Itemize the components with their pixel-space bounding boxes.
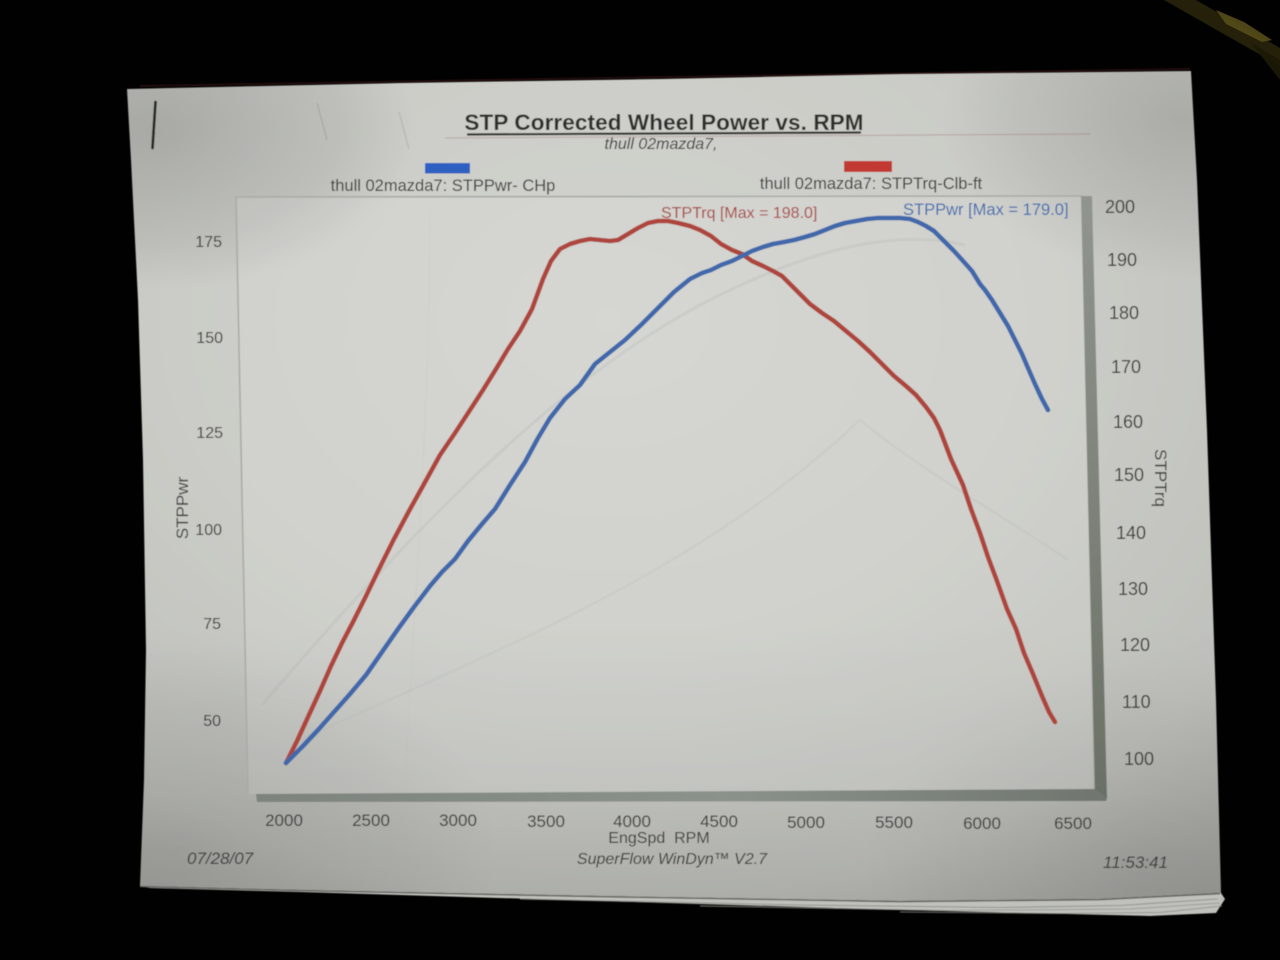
svg-text:3500: 3500 [527,812,565,831]
svg-text:thull 02mazda7,: thull 02mazda7, [605,136,718,153]
svg-text:180: 180 [1109,303,1139,323]
svg-text:200: 200 [1105,197,1135,217]
svg-text:3000: 3000 [439,811,477,830]
svg-text:110: 110 [1122,692,1151,712]
svg-text:EngSpd RPM: EngSpd RPM [608,830,709,847]
svg-text:175: 175 [195,234,222,251]
svg-text:6000: 6000 [963,814,1001,833]
svg-text:5000: 5000 [787,813,825,832]
svg-text:07/28/07: 07/28/07 [187,849,254,868]
svg-text:5500: 5500 [875,813,913,832]
svg-text:4500: 4500 [700,812,738,831]
svg-text:125: 125 [196,425,223,442]
svg-text:thull 02mazda7: STPPwr- CHp: thull 02mazda7: STPPwr- CHp [331,177,556,195]
svg-text:190: 190 [1107,250,1137,270]
svg-text:2000: 2000 [265,811,303,830]
svg-text:thull 02mazda7: STPTrq-Clb-ft: thull 02mazda7: STPTrq-Clb-ft [760,175,983,193]
svg-text:75: 75 [203,616,221,633]
svg-text:140: 140 [1116,523,1146,543]
svg-text:STPTrq [Max = 198.0]: STPTrq [Max = 198.0] [661,205,817,222]
svg-text:50: 50 [203,713,221,730]
svg-text:STP Corrected Wheel Power vs.: STP Corrected Wheel Power vs. RPM [464,110,863,135]
svg-text:150: 150 [196,330,223,347]
svg-text:11:53:41: 11:53:41 [1103,853,1168,872]
svg-text:2500: 2500 [352,811,390,830]
svg-text:SuperFlow WinDyn™ V2.7: SuperFlow WinDyn™ V2.7 [577,851,768,868]
svg-text:100: 100 [1124,749,1154,769]
svg-text:160: 160 [1113,412,1143,432]
svg-text:120: 120 [1120,635,1150,655]
svg-text:STPPwr [Max = 179.0]: STPPwr [Max = 179.0] [903,201,1069,219]
svg-text:150: 150 [1114,465,1144,485]
svg-text:STPPwr: STPPwr [173,476,192,539]
svg-text:6500: 6500 [1054,814,1092,833]
svg-text:100: 100 [195,522,222,539]
svg-text:170: 170 [1111,357,1141,377]
svg-text:130: 130 [1118,579,1148,599]
svg-text:STPTrq: STPTrq [1151,449,1170,507]
svg-text:4000: 4000 [613,812,651,831]
